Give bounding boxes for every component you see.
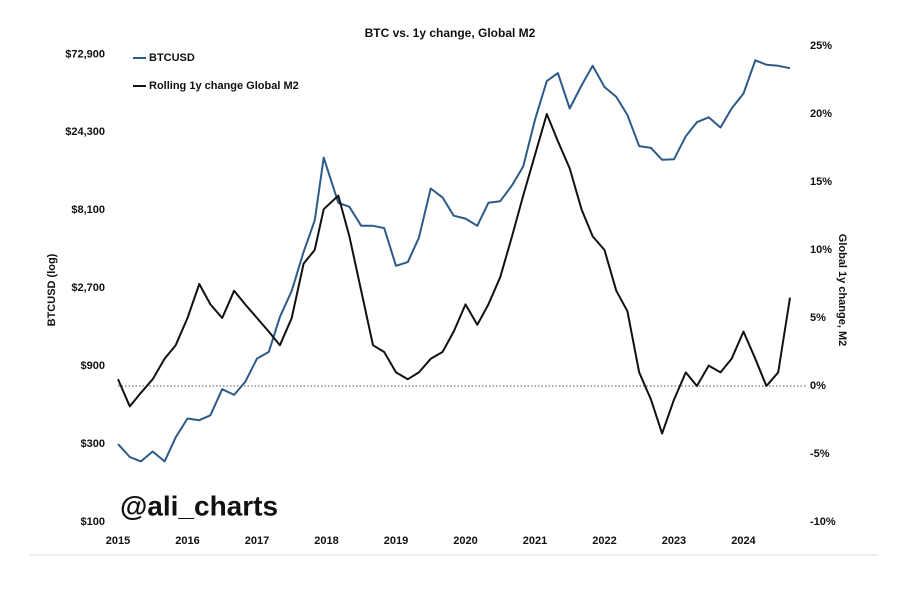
x-tick-label: 2016 [175,535,199,547]
y2-tick-label: 10% [810,244,832,256]
y2-tick-label: -10% [810,516,836,528]
y-tick-label: $24,300 [65,126,105,138]
x-tick-label: 2019 [384,535,408,547]
x-tick-label: 2021 [523,535,547,547]
y2-tick-label: 25% [810,40,832,52]
y2-tick-label: 5% [810,312,826,324]
y2-tick-label: 20% [810,108,832,120]
x-tick-label: 2024 [731,535,756,547]
y2-tick-label: 15% [810,176,832,188]
x-tick-label: 2023 [662,535,686,547]
y-tick-label: $100 [81,516,105,528]
x-tick-label: 2018 [314,535,338,547]
y2-tick-label: 0% [810,380,826,392]
watermark: @ali_charts [120,490,278,521]
y2-tick-label: -5% [810,448,830,460]
chart-title: BTC vs. 1y change, Global M2 [365,26,536,40]
legend-label: BTCUSD [149,52,195,64]
series-line [117,113,791,435]
x-tick-label: 2020 [453,535,477,547]
x-tick-label: 2017 [245,535,269,547]
y-tick-label: $300 [81,438,105,450]
x-tick-label: 2015 [106,535,130,547]
y-axis-title: BTCUSD (log) [46,253,58,326]
y-tick-label: $900 [81,360,105,372]
y2-axis-title: Global 1y change, M2 [836,234,848,346]
series-line [117,59,791,463]
y-tick-label: $2,700 [71,282,105,294]
x-tick-label: 2022 [592,535,616,547]
y-tick-label: $72,900 [65,48,105,60]
legend-label: Rolling 1y change Global M2 [149,80,299,92]
y-tick-label: $8,100 [71,204,105,216]
